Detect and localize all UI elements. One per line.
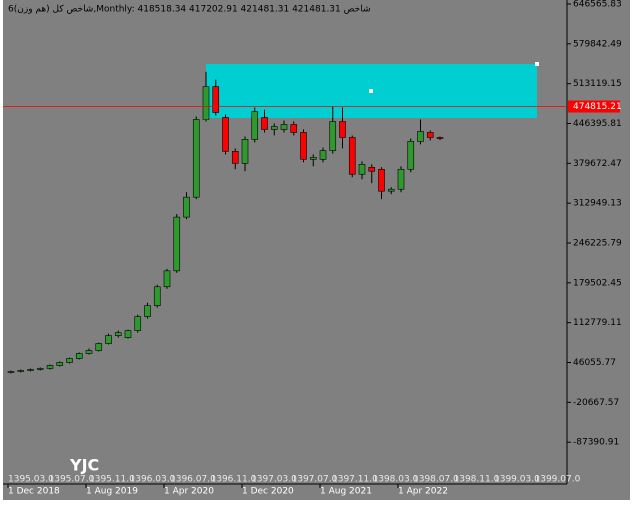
x-tick-label: 1 Apr 2022 xyxy=(398,487,448,497)
y-tick-label: 579842.49 xyxy=(573,39,622,49)
candle-body xyxy=(173,216,181,272)
x2-tick-label: 1398.07.0 xyxy=(413,475,459,485)
candle-body xyxy=(339,121,346,138)
candle-body xyxy=(56,362,64,366)
candle-body xyxy=(241,139,249,164)
candle-body xyxy=(153,286,161,306)
candle-body xyxy=(202,86,210,120)
candle-body xyxy=(387,188,395,192)
candle-body xyxy=(231,151,239,164)
candle-body xyxy=(261,117,268,130)
candle-body xyxy=(270,126,278,130)
candle-body xyxy=(368,167,376,172)
candle-body xyxy=(358,164,366,175)
y-tick-label: -87390.91 xyxy=(573,438,619,448)
candle-body xyxy=(329,121,337,151)
candle-body xyxy=(300,132,307,160)
candle-body xyxy=(7,371,15,373)
x2-tick-label: 1399.07.0 xyxy=(535,475,581,485)
candle-body xyxy=(85,350,93,354)
candle-body xyxy=(280,124,288,130)
candle-body xyxy=(436,137,444,139)
y-tick-label: -20667.57 xyxy=(573,398,619,408)
x2-tick-label: 1398.03.0 xyxy=(373,475,419,485)
watermark: YJC xyxy=(69,456,99,475)
candle-body xyxy=(417,131,424,142)
rectangle-handle xyxy=(369,89,373,93)
y-tick-label: 379672.47 xyxy=(573,159,622,169)
x2-tick-label: 1397.03.0 xyxy=(251,475,297,485)
x2-tick-label: 1396.07.0 xyxy=(170,475,216,485)
candle-body xyxy=(95,343,103,351)
candle-body xyxy=(251,111,259,140)
y-tick-label: 513119.15 xyxy=(573,79,622,89)
x2-tick-label: 1395.11.0 xyxy=(89,475,135,485)
x2-tick-label: 1398.11.0 xyxy=(454,475,500,485)
x2-tick-label: 1396.03.0 xyxy=(130,475,176,485)
x2-tick-label: 1396.11.0 xyxy=(211,475,257,485)
x-tick-label: 1 Aug 2019 xyxy=(86,487,138,497)
x2-tick-label: 1395.07.0 xyxy=(49,475,95,485)
candle-body xyxy=(124,330,132,338)
candle-body xyxy=(105,335,112,344)
candle-body xyxy=(27,369,34,371)
y-tick-label: 312949.13 xyxy=(573,199,622,209)
candle-body xyxy=(426,132,434,138)
current-price-tag xyxy=(568,100,620,113)
candle-body xyxy=(378,168,385,192)
rectangle-handle xyxy=(535,62,539,66)
candle-body xyxy=(114,332,122,336)
candle-body xyxy=(66,358,73,363)
x-tick-label: 1 Dec 2020 xyxy=(242,487,294,497)
candle-body xyxy=(183,196,190,218)
x2-tick-label: 1395.03.0 xyxy=(8,475,54,485)
x-tick-label: 1 Dec 2018 xyxy=(8,487,60,497)
candle-body xyxy=(46,365,54,369)
y-tick-label: 646565.83 xyxy=(573,0,622,9)
candle-body xyxy=(397,168,405,190)
candle-body xyxy=(192,119,200,198)
x-tick-label: 1 Aug 2021 xyxy=(320,487,372,497)
candle-body xyxy=(144,305,151,317)
candle-body xyxy=(134,316,142,331)
x2-tick-label: 1399.03.0 xyxy=(494,475,540,485)
y-tick-label: 112779.11 xyxy=(573,318,622,328)
candle-body xyxy=(163,270,171,288)
candle-body xyxy=(17,370,25,372)
chart-title: شاخص کل (هم وزن)6,Monthly: 418518.34 417… xyxy=(8,5,371,15)
candle-body xyxy=(222,117,229,152)
candle-body xyxy=(290,124,298,133)
y-tick-label: 446395.81 xyxy=(573,119,622,129)
candle-body xyxy=(212,86,220,113)
candle-body xyxy=(319,150,327,160)
x2-tick-label: 1397.11.0 xyxy=(332,475,378,485)
candle-body xyxy=(348,137,356,175)
y-tick-label: 46055.77 xyxy=(573,358,616,368)
current-price-label: 474815.21 xyxy=(573,102,622,112)
candle-body xyxy=(309,157,317,160)
y-tick-label: 246225.79 xyxy=(573,238,622,248)
x-tick-label: 1 Apr 2020 xyxy=(164,487,214,497)
candle-body xyxy=(36,368,44,370)
x2-tick-label: 1397.07.0 xyxy=(292,475,338,485)
y-tick-label: 179502.45 xyxy=(573,278,622,288)
candle-body xyxy=(407,141,415,170)
candle-body xyxy=(75,353,83,359)
